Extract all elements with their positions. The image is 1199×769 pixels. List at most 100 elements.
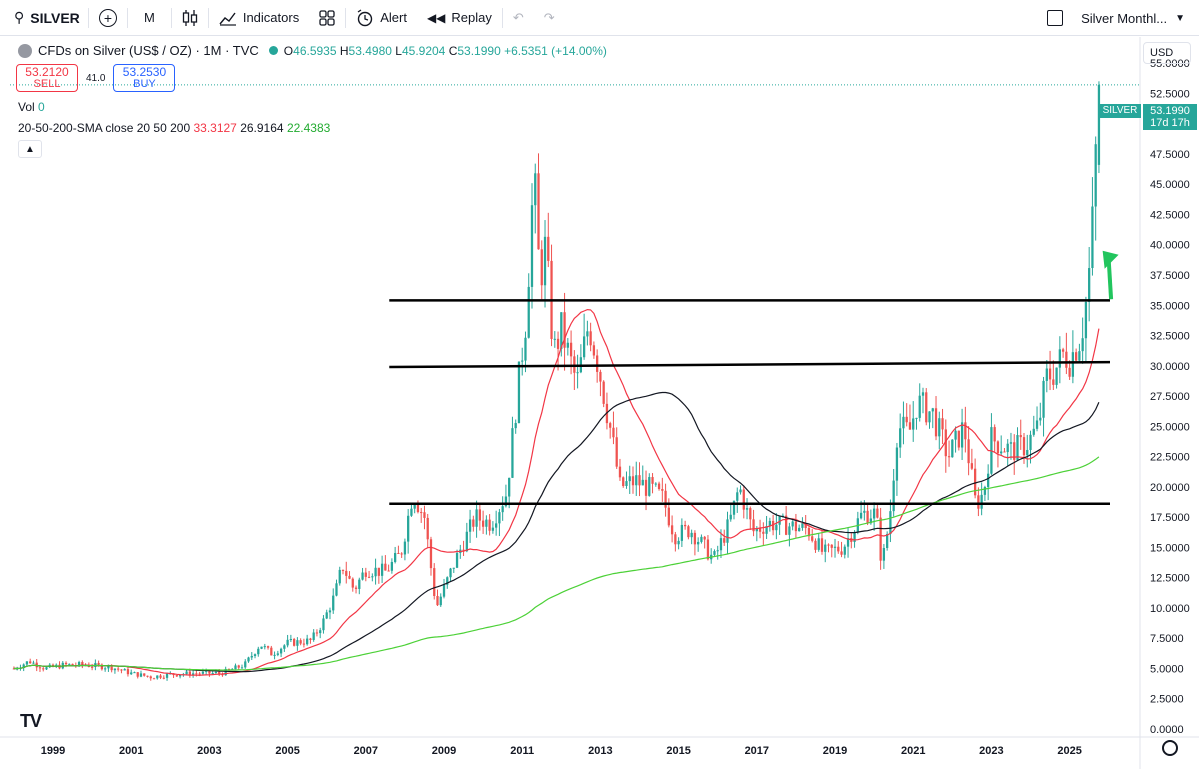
candle-body — [273, 654, 276, 656]
candle-body — [1029, 434, 1032, 450]
candle-body — [185, 671, 188, 675]
replay-label: Replay — [451, 10, 492, 25]
candle-body — [495, 523, 498, 528]
candle-body — [628, 476, 631, 482]
time-tick-label: 2001 — [119, 745, 143, 757]
toolbar-divider — [170, 7, 172, 28]
candle-body — [97, 662, 100, 665]
candle-body — [224, 668, 227, 676]
close-value: 53.1990 — [457, 43, 501, 58]
compare-button[interactable]: + — [89, 0, 127, 36]
candle-body — [758, 528, 762, 532]
volume-legend: Vol 0 — [18, 100, 45, 114]
candle-body — [107, 665, 110, 669]
candle-body — [1048, 368, 1052, 380]
candle-body — [934, 408, 938, 437]
interval-button[interactable]: M — [128, 0, 171, 36]
candle-body — [1026, 449, 1029, 456]
candle-body — [136, 672, 139, 677]
candle-body — [367, 576, 371, 578]
candle-body — [537, 173, 540, 250]
buy-button[interactable]: 53.2530 BUY — [113, 64, 176, 92]
indicators-button[interactable]: Indicators — [209, 0, 309, 36]
candle-body — [1003, 451, 1006, 453]
last-symbol-badge: SILVER — [1099, 104, 1141, 118]
candle-body — [778, 516, 781, 525]
candle-body — [902, 416, 905, 429]
candle-body — [270, 647, 273, 656]
candle-body — [32, 662, 35, 664]
candle-body — [433, 568, 436, 596]
candle-body — [651, 477, 654, 484]
candle-body — [742, 489, 745, 510]
candle-body — [736, 492, 739, 501]
candle-body — [139, 673, 143, 677]
silver-logo-icon — [18, 43, 32, 58]
candle-body — [1097, 84, 1101, 165]
replay-button[interactable]: ◀◀ Replay — [417, 0, 502, 36]
symbol-label: SILVER — [30, 9, 80, 26]
candle-body — [201, 671, 205, 674]
candle-body — [957, 430, 960, 448]
chart-area[interactable]: 0.0000 2.5000 5.0000 7.5000 10.0000 12.5000 15… — [0, 37, 1199, 769]
candle-body — [286, 639, 289, 646]
time-tick-label: 2007 — [354, 745, 378, 757]
gear-icon[interactable] — [1162, 740, 1178, 756]
candle-body — [967, 439, 970, 464]
alert-button[interactable]: Alert — [346, 0, 417, 36]
candle-body — [113, 668, 117, 671]
candle-body — [120, 669, 123, 671]
layout-selector[interactable]: Silver Monthl... ▼ — [1047, 0, 1199, 36]
price-chart[interactable]: 0.0000 2.5000 5.0000 7.5000 10.0000 12.5000 15… — [0, 37, 1199, 769]
candle-body — [68, 663, 71, 665]
candle-body — [921, 392, 925, 396]
candle-body — [801, 523, 804, 528]
candle-body — [133, 672, 136, 674]
candle-body — [866, 510, 869, 524]
candle-body — [423, 512, 426, 518]
candle-body — [886, 534, 889, 548]
candle-body — [693, 532, 697, 545]
candle-body — [260, 646, 263, 649]
symbol-search[interactable]: ⚲ SILVER — [0, 0, 88, 36]
candle-body — [582, 336, 586, 358]
candle-body — [749, 508, 752, 520]
undo-button[interactable]: ↶ — [503, 0, 534, 36]
candle-body — [77, 662, 81, 666]
candle-body — [328, 610, 332, 613]
high-label: H — [339, 43, 349, 58]
candle-body — [387, 570, 390, 572]
sell-button[interactable]: 53.2120 SELL — [16, 64, 78, 92]
candle-body — [827, 544, 830, 546]
candle-body — [296, 640, 299, 646]
candle-body — [22, 664, 25, 669]
candle-body — [833, 546, 837, 548]
candle-body — [556, 338, 560, 349]
chevron-down-icon: ▼ — [1175, 12, 1185, 24]
candle-body — [156, 675, 159, 679]
price-tick-label: 30.0000 — [1150, 361, 1190, 373]
layout-checkbox-icon[interactable] — [1047, 10, 1064, 26]
candle-body — [332, 595, 335, 611]
candle-body — [592, 345, 596, 356]
candle-body — [527, 286, 530, 338]
candle-body — [960, 422, 964, 448]
currency-selector[interactable]: USD — [1143, 42, 1191, 64]
candle-body — [292, 639, 296, 646]
candle-body — [455, 552, 459, 568]
chart-type-button[interactable] — [172, 0, 208, 36]
candle-body — [449, 568, 452, 578]
collapse-legend-button[interactable]: ▲ — [18, 140, 42, 158]
ohlc-values: O46.5935 H53.4980 L45.9204 C53.1990 +6.5… — [284, 44, 607, 58]
candle-body — [560, 312, 563, 349]
templates-button[interactable] — [309, 0, 345, 36]
low-value: 45.9204 — [401, 43, 446, 58]
low-label: L — [395, 43, 402, 58]
candle-body — [762, 531, 765, 534]
candle-body — [429, 539, 433, 569]
redo-button[interactable]: ↷ — [534, 0, 565, 36]
candle-body — [488, 519, 491, 531]
candle-body — [478, 509, 481, 521]
price-tick-label: 0.0000 — [1150, 724, 1184, 736]
time-tick-label: 2009 — [432, 745, 456, 757]
